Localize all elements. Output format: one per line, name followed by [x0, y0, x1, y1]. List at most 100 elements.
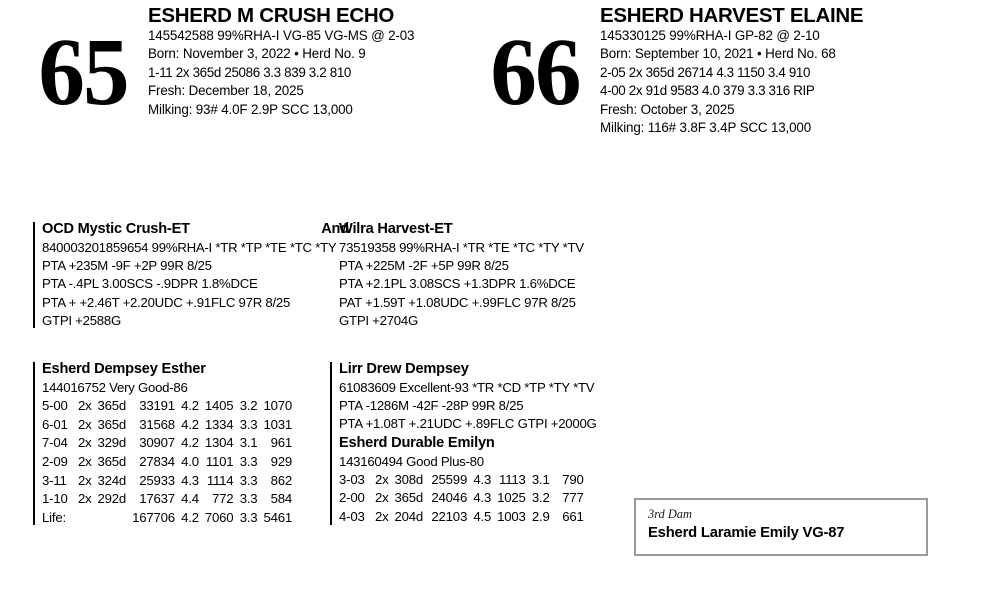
cell-fat-pct: 4.0	[181, 454, 199, 469]
cell-fat-pct: 4.3	[473, 490, 492, 506]
cell-protein-pct: 3.2	[531, 490, 550, 506]
sire-block-right: Wilra Harvest-ET 73519358 99%RHA-I *TR *…	[330, 220, 630, 330]
lactation-table-left: 5-00 2x 365d 33191 4.2 1405 3.2 1070 6-0…	[42, 397, 292, 527]
second-sire-line-1: PTA -1286M -42F -28P 99R 8/25	[339, 398, 524, 414]
cell-protein-pct: 2.9	[531, 509, 550, 525]
cell-milk: 25599	[431, 471, 468, 487]
lactation-table-left-body: 5-00 2x 365d 33191 4.2 1405 3.2 1070 6-0…	[42, 397, 292, 527]
cell-days: 308d	[394, 471, 424, 487]
dam-name-left: Esherd Dempsey Esther	[42, 361, 206, 378]
cell-fat-pct: 4.2	[181, 398, 199, 414]
cell-fat: 772	[212, 491, 234, 507]
cell-protein: 584	[270, 491, 293, 507]
sire-right-line-0: 73519358 99%RHA-I *TR *TE *TC *TY *TV	[339, 240, 584, 255]
table-row: 7-04 2x 329d 30907 4.2 1304 3.1 961	[42, 434, 292, 453]
dam-right-id-line: 143160494 Good Plus-80	[339, 453, 484, 469]
cell-times: 2x	[375, 490, 389, 506]
lot-number-66: 66	[490, 18, 581, 125]
cell-fat: 1334	[204, 416, 234, 432]
sire-left-line-0: 840003201859654 99%RHA-I *TR *TP *TE *TC…	[42, 240, 337, 255]
table-row-life: Life: 167706 4.2 7060 3.3 5461	[42, 509, 292, 528]
sire-right-line-2: PTA +2.1PL 3.08SCS +1.3DPR 1.6%DCE	[339, 276, 576, 292]
cell-protein-pct: 3.3	[239, 472, 258, 488]
cell-times: 2x	[78, 491, 92, 507]
and-label: And	[321, 221, 349, 237]
lot-66-details: ESHERD HARVEST ELAINE 145330125 99%RHA-I…	[600, 2, 970, 137]
cell-days: 204d	[394, 509, 424, 525]
cell-protein: 661	[562, 509, 584, 525]
cell-days: 365d	[394, 490, 424, 506]
dam-name-right: Esherd Durable Emilyn	[339, 434, 495, 451]
second-sire-block-right: Lirr Drew Dempsey 61083609 Excellent-93 …	[330, 360, 630, 527]
cell-protein: 862	[270, 472, 293, 488]
sire-left-line-2: PTA -.4PL 3.00SCS -.9DPR 1.8%DCE	[42, 276, 258, 292]
sire-left-line-4: GTPI +2588G	[42, 312, 121, 328]
cell-days: 329d	[97, 435, 127, 451]
cell-life-protein-pct: 3.3	[239, 509, 258, 525]
second-sire-name: Lirr Drew Dempsey	[339, 361, 469, 378]
fresh-line-65: Fresh: December 18, 2025	[148, 83, 304, 99]
cell-fat: 1025	[497, 490, 526, 506]
cell-life-milk: 167706	[132, 509, 175, 525]
cell-times: 2x	[78, 416, 92, 432]
milking-line-66: Milking: 116# 3.8F 3.4P SCC 13,000	[600, 120, 812, 136]
cell-milk: 24046	[431, 490, 468, 506]
cell-fat-pct: 4.5	[473, 509, 492, 525]
cell-times: 2x	[375, 471, 389, 487]
pedigree-column-left: OCD Mystic Crush-ET And 840003201859654 …	[33, 220, 349, 527]
table-row: 4-03 2x 204d 22103 4.5 1003 2.9 661	[339, 508, 584, 527]
cell-protein-pct: 3.1	[239, 435, 258, 451]
third-dam-score: VG-87	[802, 525, 845, 541]
lactation-table-right: 3-03 2x 308d 25599 4.3 1113 3.1 790 2-00…	[339, 471, 584, 527]
lot-header-65: 65 ESHERD M CRUSH ECHO 145542588 99%RHA-…	[18, 2, 458, 120]
cell-age: 7-04	[42, 435, 68, 451]
lot-number-65: 65	[38, 18, 129, 125]
record-line-66-0: 2-05 2x 365d 26714 4.3 1150 3.4 910	[600, 64, 811, 80]
cell-fat: 1003	[497, 509, 526, 525]
lot-header-66: 66 ESHERD HARVEST ELAINE 145330125 99%RH…	[470, 2, 970, 137]
cell-age: 3-03	[339, 471, 365, 487]
cell-fat-pct: 4.4	[181, 491, 199, 507]
cell-fat-pct: 4.3	[473, 471, 492, 487]
sire-right-line-1: PTA +225M -2F +5P 99R 8/25	[339, 258, 509, 274]
third-dam-label: 3rd Dam	[648, 507, 692, 521]
lot-65-details: ESHERD M CRUSH ECHO 145542588 99%RHA-I V…	[148, 2, 458, 119]
cell-life-protein: 5461	[263, 509, 292, 525]
cell-protein-pct: 3.2	[239, 398, 258, 414]
cell-milk: 27834	[139, 454, 175, 469]
cell-days: 365d	[97, 416, 127, 432]
registration-line-65: 145542588 99%RHA-I VG-85 VG-MS @ 2-03	[148, 28, 415, 43]
cell-life-fat: 7060	[204, 509, 234, 525]
cell-fat-pct: 4.2	[181, 435, 199, 451]
table-row: 1-10 2x 292d 17637 4.4 772 3.3 584	[42, 490, 292, 509]
third-dam-name-row: Esherd Laramie Emily VG-87	[648, 523, 926, 543]
cell-milk: 25933	[139, 472, 175, 488]
third-dam-name: Esherd Laramie Emily	[648, 525, 799, 541]
cell-life-fat-pct: 4.2	[181, 509, 199, 525]
second-sire-line-0: 61083609 Excellent-93 *TR *CD *TP *TY *T…	[339, 380, 595, 396]
cell-milk: 31568	[139, 416, 175, 432]
sire-name-right: Wilra Harvest-ET	[339, 221, 453, 237]
sire-right-line-4: GTPI +2704G	[339, 312, 418, 328]
cell-milk: 22103	[431, 509, 468, 525]
cell-times: 2x	[78, 435, 92, 451]
lactation-table-right-body: 3-03 2x 308d 25599 4.3 1113 3.1 790 2-00…	[339, 471, 584, 527]
life-label: Life:	[42, 509, 66, 525]
cell-times: 2x	[78, 398, 92, 414]
dam-left-id-line: 144016752 Very Good-86	[42, 380, 188, 396]
cell-age: 2-00	[339, 490, 365, 506]
table-row: 5-00 2x 365d 33191 4.2 1405 3.2 1070	[42, 397, 292, 416]
cell-days: 292d	[97, 491, 127, 507]
second-sire-line-2: PTA +1.08T +.21UDC +.89FLC GTPI +2000G	[339, 416, 597, 432]
cell-milk: 17637	[139, 491, 175, 507]
spacer-left	[33, 330, 333, 360]
cell-age: 4-03	[339, 509, 365, 525]
cell-fat: 1405	[204, 398, 234, 414]
table-row: 2-00 2x 365d 24046 4.3 1025 3.2 777	[339, 489, 584, 508]
cell-protein: 790	[562, 471, 584, 487]
cell-fat: 1304	[204, 435, 234, 451]
cell-milk: 33191	[139, 398, 175, 414]
cell-protein-pct: 3.3	[239, 454, 258, 469]
animal-name-65: ESHERD M CRUSH ECHO	[148, 4, 395, 27]
